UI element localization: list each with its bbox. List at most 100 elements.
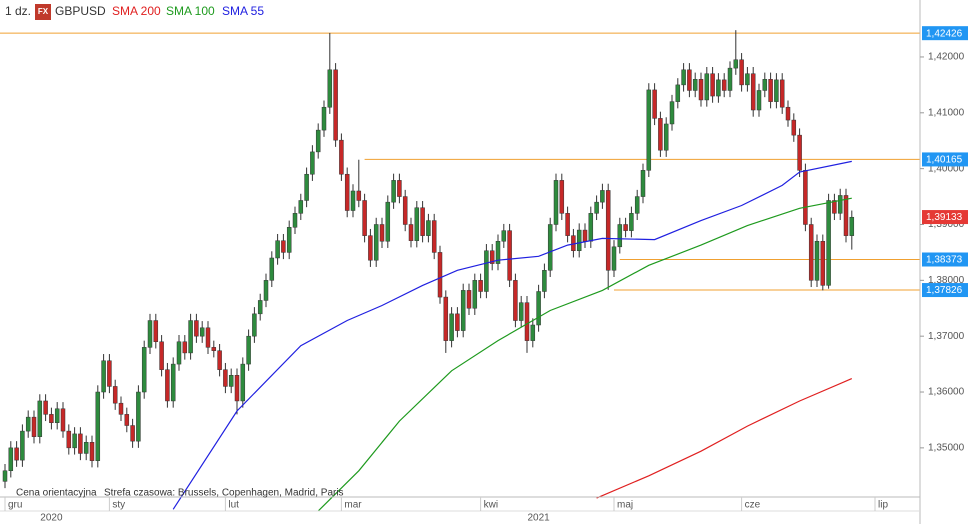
candle-body <box>449 313 454 341</box>
candle-body <box>170 363 176 402</box>
candle-body <box>710 73 715 97</box>
level-marker <box>922 283 968 298</box>
candle-body <box>588 213 594 242</box>
candle-body <box>426 220 431 236</box>
candle-body <box>756 90 762 111</box>
y-tick-label: 1,36000 <box>928 387 965 398</box>
candle-body <box>582 229 588 242</box>
candle-body <box>692 79 698 91</box>
candle-body <box>89 442 95 461</box>
candle-body <box>402 196 408 225</box>
candle-body <box>658 118 663 151</box>
legend-entry[interactable]: SMA 55 <box>222 4 264 18</box>
candle-body <box>165 369 170 402</box>
candle-body <box>20 430 25 461</box>
candle-body <box>350 190 356 211</box>
candle-body <box>565 213 570 236</box>
candle-body <box>797 134 802 171</box>
sma-line <box>317 197 852 512</box>
candle-body <box>269 257 275 281</box>
candle-body <box>750 73 756 111</box>
candle-body <box>362 200 367 236</box>
candle-body <box>687 69 692 91</box>
candle-body <box>814 240 820 281</box>
candle-body <box>304 173 309 201</box>
last-price-label: 1,39133 <box>926 212 963 223</box>
candle-body <box>542 270 547 292</box>
y-tick-label: 1,35000 <box>928 442 965 453</box>
candle-body <box>536 291 541 326</box>
candle-body <box>391 180 396 203</box>
candle-body <box>826 200 831 286</box>
y-tick-label: 1,38000 <box>928 275 965 286</box>
candle-body <box>101 360 106 393</box>
candle-body <box>646 89 652 171</box>
candle-body <box>315 129 321 153</box>
sma-line <box>172 160 852 510</box>
legend-entry[interactable]: SMA 100 <box>166 4 215 18</box>
candle-body <box>141 347 147 393</box>
candle-body <box>194 320 199 337</box>
candle-body <box>107 360 112 387</box>
candle-body <box>327 69 333 108</box>
symbol[interactable]: GBPUSD <box>55 4 106 18</box>
candle-body <box>25 416 31 432</box>
candle-body <box>199 327 205 337</box>
candle-body <box>54 408 60 423</box>
candle-body <box>460 290 466 331</box>
candle-body <box>176 341 182 365</box>
candle-body <box>634 196 640 214</box>
candle-body <box>339 139 344 175</box>
candle-body <box>600 190 605 203</box>
candle-body <box>530 324 536 341</box>
y-tick-label: 1,42000 <box>928 52 965 63</box>
candle-body <box>652 89 657 119</box>
candle-body <box>623 224 628 231</box>
legend-entry[interactable]: SMA 200 <box>112 4 161 18</box>
candle-body <box>275 240 280 259</box>
candle-body <box>733 59 739 69</box>
x-tick-label: lut <box>228 500 239 511</box>
candle-body <box>223 369 228 387</box>
footer-note: Cena orientacyjna <box>16 488 97 499</box>
level-marker-label: 1,37826 <box>926 285 963 296</box>
candle-body <box>843 195 849 236</box>
candle-body <box>478 280 483 292</box>
candle-body <box>716 79 721 97</box>
candle-body <box>321 106 327 131</box>
candle-body <box>507 230 512 281</box>
candle-body <box>234 375 240 402</box>
candle-body <box>576 229 582 251</box>
footer-note: Strefa czasowa: Brussels, Copenhagen, Ma… <box>104 488 344 499</box>
candle-body <box>205 327 211 348</box>
level-marker <box>922 26 968 41</box>
candle-body <box>513 280 518 321</box>
candle-body <box>286 227 292 253</box>
candle-body <box>466 290 472 309</box>
candle-body <box>78 433 83 454</box>
candle-body <box>368 235 373 261</box>
candle-body <box>675 84 681 102</box>
candle-body <box>43 400 48 415</box>
candle-body <box>188 320 193 354</box>
candle-body <box>72 433 77 449</box>
candle-body <box>791 119 797 136</box>
candle-body <box>837 195 843 214</box>
x-tick-label: kwi <box>484 500 498 511</box>
candle-body <box>605 190 611 271</box>
candle-body <box>594 201 599 214</box>
candle-body <box>721 79 727 91</box>
candle-body <box>495 240 501 264</box>
candle-body <box>130 425 135 442</box>
candle-body <box>379 224 385 242</box>
interval[interactable]: 1 dz. <box>5 4 31 18</box>
candle-body <box>49 414 54 423</box>
candle-body <box>518 302 524 321</box>
candle-body <box>124 414 130 426</box>
x-tick-label: gru <box>8 500 22 511</box>
x-tick-label: maj <box>617 500 633 511</box>
x-tick-label: mar <box>344 500 362 511</box>
